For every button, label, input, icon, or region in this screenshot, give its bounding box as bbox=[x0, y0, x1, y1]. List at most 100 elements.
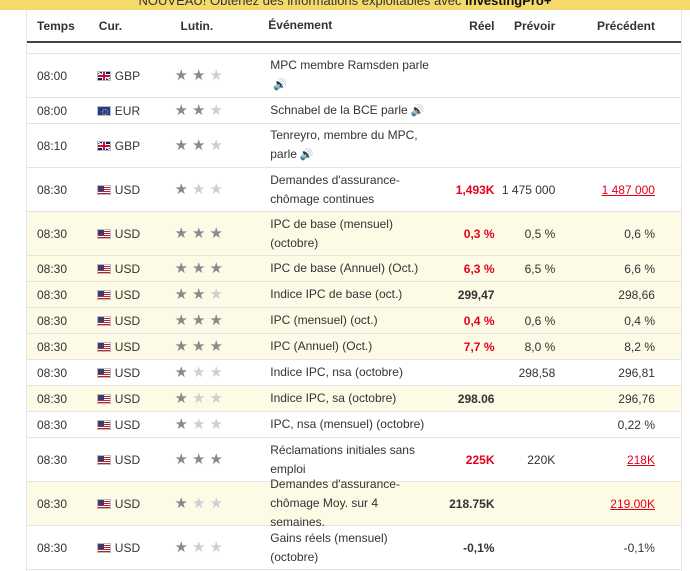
event-cell[interactable]: MPC membre Ramsden parle 🔊 bbox=[258, 53, 433, 98]
col-time[interactable]: Temps bbox=[37, 18, 75, 33]
event-cell[interactable]: IPC de base (mensuel) (octobre) bbox=[258, 212, 433, 256]
col-event[interactable]: Événement bbox=[268, 18, 333, 32]
event-cell[interactable]: Gains réels (mensuel) (octobre) bbox=[258, 526, 433, 570]
star-icon: ★ bbox=[209, 181, 223, 198]
promo-brand[interactable]: InvestingPro+ bbox=[465, 0, 552, 8]
previous-cell: 0,6 % bbox=[565, 227, 681, 241]
actual-value: 218.75K bbox=[449, 496, 495, 511]
col-importance[interactable]: Lutin. bbox=[180, 18, 214, 33]
table-row[interactable]: 08:30 USD ★ ★ ★ IPC (mensuel) (oct.) 0,4 % 0,6 … bbox=[27, 308, 681, 334]
table-row[interactable]: 08:30 USD ★ ★ ★ IPC de base (Annuel) (Oct.) 6,… bbox=[27, 256, 681, 282]
table-row[interactable]: 08:30 USD ★ ★ ★ Indice IPC de base (oct.) 299,… bbox=[27, 282, 681, 308]
previous-value[interactable]: 218K bbox=[626, 452, 655, 467]
col-actual[interactable]: Réel bbox=[469, 18, 495, 33]
event-title[interactable]: Schnabel de la BCE parle bbox=[270, 102, 408, 117]
importance-cell: ★ ★ ★ bbox=[173, 339, 259, 354]
table-row[interactable]: 08:30 USD ★ ★ ★ Réclamations initiales sans e… bbox=[27, 438, 681, 482]
previous-value: 0,6 % bbox=[624, 226, 655, 241]
star-icon: ★ bbox=[174, 286, 188, 303]
speaker-icon[interactable]: 🔊 bbox=[273, 79, 287, 91]
actual-value: 299,47 bbox=[457, 287, 495, 302]
event-cell[interactable]: IPC, nsa (mensuel) (octobre) bbox=[258, 412, 433, 437]
table-row[interactable]: 08:30 USD ★ ★ ★ IPC, nsa (mensuel) (octobre) 0… bbox=[27, 412, 681, 438]
table-row[interactable]: 08:30 USD ★ ★ ★ Demandes d'assurance-chômage … bbox=[27, 477, 681, 529]
event-title[interactable]: Indice IPC, nsa (octobre) bbox=[270, 365, 403, 379]
currency-cell: USD bbox=[95, 288, 173, 302]
event-title[interactable]: Indice IPC de base (oct.) bbox=[270, 287, 403, 301]
previous-cell: 296,81 bbox=[565, 366, 681, 380]
forecast-value: 0,5 % bbox=[524, 226, 556, 241]
col-forecast[interactable]: Prévoir bbox=[513, 18, 556, 33]
currency-code: USD bbox=[114, 313, 141, 328]
flag-us-icon bbox=[96, 498, 111, 509]
actual-value: 225K bbox=[465, 452, 495, 467]
table-row[interactable]: 08:00 GBP ★ ★ ★ MPC membre Ramsden parle🔊 bbox=[27, 54, 681, 98]
event-title[interactable]: Réclamations initiales sans emploi bbox=[270, 442, 415, 476]
importance-stars: ★ ★ ★ bbox=[175, 417, 223, 432]
flag-us-icon bbox=[96, 542, 111, 553]
star-icon: ★ bbox=[191, 364, 206, 381]
table-row[interactable]: 08:30 USD ★ ★ ★ Indice IPC, nsa (octobre) 298,… bbox=[27, 360, 681, 386]
forecast-value: 0,6 % bbox=[524, 313, 556, 328]
event-cell[interactable]: Demandes d'assurance-chômage continues bbox=[258, 168, 433, 212]
importance-stars: ★ ★ ★ bbox=[175, 182, 223, 197]
event-title[interactable]: Gains réels (mensuel) (octobre) bbox=[270, 530, 388, 564]
event-title[interactable]: IPC, nsa (mensuel) (octobre) bbox=[270, 417, 425, 431]
event-title[interactable]: Demandes d'assurance-chômage continues bbox=[270, 172, 400, 206]
event-cell[interactable]: Demandes d'assurance-chômage Moy. sur 4 … bbox=[258, 472, 433, 535]
importance-cell: ★ ★ ★ bbox=[173, 226, 259, 241]
speaker-icon[interactable]: 🔊 bbox=[299, 149, 314, 161]
flag-us-icon bbox=[96, 263, 111, 274]
col-previous[interactable]: Précédent bbox=[596, 18, 655, 33]
star-icon: ★ bbox=[191, 539, 206, 556]
event-title[interactable]: Demandes d'assurance-chômage Moy. sur 4 … bbox=[270, 477, 400, 529]
event-title[interactable]: IPC (Annuel) (Oct.) bbox=[270, 339, 373, 353]
event-cell[interactable]: Tenreyro, membre du MPC, parle 🔊 bbox=[258, 123, 433, 168]
event-time: 08:30 bbox=[37, 287, 68, 302]
event-title[interactable]: MPC membre Ramsden parle bbox=[270, 58, 429, 72]
event-title[interactable]: IPC de base (Annuel) (Oct.) bbox=[270, 261, 419, 275]
previous-value[interactable]: 219.00K bbox=[610, 496, 655, 511]
event-cell[interactable]: Réclamations initiales sans emploi bbox=[258, 438, 433, 482]
table-row[interactable]: 08:30 USD ★ ★ ★ Demandes d'assurance-chômage … bbox=[27, 168, 681, 212]
event-cell[interactable]: IPC (mensuel) (oct.) bbox=[258, 308, 433, 333]
importance-cell: ★ ★ ★ bbox=[173, 452, 259, 467]
event-title[interactable]: IPC de base (mensuel) (octobre) bbox=[270, 216, 393, 250]
flag-us-icon bbox=[96, 289, 111, 300]
event-time: 08:30 bbox=[37, 496, 68, 511]
table-row[interactable]: 08:30 USD ★ ★ ★ IPC de base (mensuel) (octobr… bbox=[27, 212, 681, 256]
event-cell[interactable]: Indice IPC, nsa (octobre) bbox=[258, 360, 433, 385]
speaker-icon[interactable]: 🔊 bbox=[410, 104, 425, 117]
event-cell[interactable]: Schnabel de la BCE parle 🔊 bbox=[258, 98, 433, 124]
star-icon: ★ bbox=[174, 225, 188, 242]
promo-text: NOUVEAU! Obtenez des informations exploi… bbox=[138, 0, 462, 8]
promo-banner[interactable]: NOUVEAU! Obtenez des informations exploi… bbox=[0, 0, 690, 10]
previous-cell: 218K bbox=[565, 453, 681, 467]
currency-code: USD bbox=[114, 182, 141, 197]
table-row[interactable]: 08:30 USD ★ ★ ★ Gains réels (mensuel) (octobr… bbox=[27, 526, 681, 570]
previous-cell: -0,1% bbox=[565, 541, 681, 555]
star-icon: ★ bbox=[174, 181, 188, 198]
table-row[interactable]: 08:10 GBP ★ ★ ★ Tenreyro, membre du MPC, parl… bbox=[27, 124, 681, 168]
actual-value: 7,7 % bbox=[463, 339, 495, 354]
importance-stars: ★ ★ ★ bbox=[175, 68, 223, 83]
event-title[interactable]: IPC (mensuel) (oct.) bbox=[270, 313, 378, 327]
currency-cell: USD bbox=[95, 340, 173, 354]
table-row[interactable]: 08:30 USD ★ ★ ★ Indice IPC, sa (octobre) 298.0… bbox=[27, 386, 681, 412]
importance-stars: ★ ★ ★ bbox=[175, 339, 223, 354]
event-cell[interactable]: Indice IPC, sa (octobre) bbox=[258, 386, 433, 411]
star-icon: ★ bbox=[191, 137, 206, 154]
event-cell[interactable]: IPC de base (Annuel) (Oct.) bbox=[258, 256, 433, 281]
col-currency[interactable]: Cur. bbox=[98, 18, 123, 33]
event-cell[interactable]: Indice IPC de base (oct.) bbox=[258, 282, 433, 307]
event-title[interactable]: Tenreyro, membre du MPC, parle bbox=[270, 128, 418, 161]
event-title[interactable]: Indice IPC, sa (octobre) bbox=[270, 391, 397, 405]
star-icon: ★ bbox=[209, 67, 223, 84]
currency-code: USD bbox=[114, 226, 141, 241]
table-row[interactable]: 08:00 EUR ★ ★ ★ Schnabel de la BCE parle 🔊 bbox=[27, 98, 681, 124]
previous-value[interactable]: 1 487 000 bbox=[601, 182, 655, 197]
star-icon: ★ bbox=[174, 137, 188, 154]
star-icon: ★ bbox=[191, 390, 206, 407]
event-cell[interactable]: IPC (Annuel) (Oct.) bbox=[258, 334, 433, 359]
table-row[interactable]: 08:30 USD ★ ★ ★ IPC (Annuel) (Oct.) 7,7 % 8,0 %… bbox=[27, 334, 681, 360]
